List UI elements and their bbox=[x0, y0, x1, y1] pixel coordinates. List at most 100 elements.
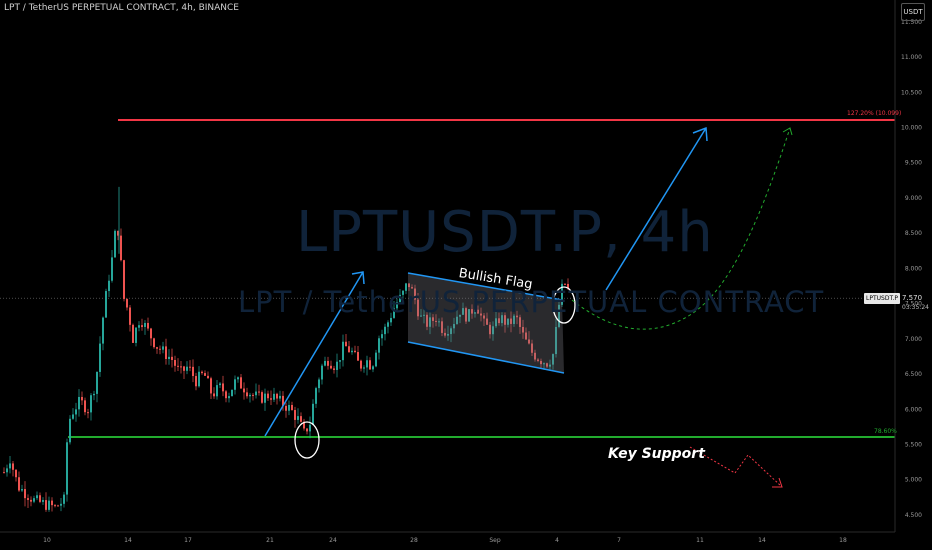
candle-body bbox=[249, 394, 251, 397]
candle-body bbox=[486, 318, 488, 325]
candle-body bbox=[339, 360, 341, 362]
candle-body bbox=[324, 360, 326, 366]
candle-body bbox=[429, 317, 431, 327]
candle-body bbox=[243, 388, 245, 393]
x-tick-label: 7 bbox=[617, 537, 621, 544]
y-tick-label: 4.500 bbox=[905, 512, 922, 519]
candle-body bbox=[537, 359, 539, 361]
fib-127-label: 127.20% (10.099) bbox=[847, 110, 902, 117]
candle-body bbox=[441, 321, 443, 333]
candle-body bbox=[120, 235, 122, 261]
candle-body bbox=[375, 352, 377, 367]
y-tick-label: 10.500 bbox=[901, 89, 922, 96]
drawings bbox=[264, 126, 793, 488]
candle-body bbox=[141, 325, 143, 327]
candle-body bbox=[342, 341, 344, 361]
candle-body bbox=[420, 315, 422, 317]
candle-body bbox=[39, 495, 41, 502]
candle-body bbox=[546, 363, 548, 367]
candle-body bbox=[33, 498, 35, 502]
candle-body bbox=[525, 332, 527, 340]
candle-body bbox=[516, 315, 518, 318]
candle-body bbox=[18, 477, 20, 491]
candle-body bbox=[69, 418, 71, 443]
candle-body bbox=[549, 364, 551, 367]
candle-body bbox=[402, 290, 404, 295]
candle-body bbox=[366, 360, 368, 368]
y-tick-label: 6.000 bbox=[905, 406, 922, 413]
candle-body bbox=[153, 338, 155, 348]
candle-body bbox=[99, 343, 101, 372]
candle-body bbox=[54, 505, 56, 507]
candle-body bbox=[111, 257, 113, 281]
candle-body bbox=[150, 328, 152, 339]
candle-body bbox=[114, 230, 116, 258]
candle-body bbox=[291, 404, 293, 411]
y-tick-label: 5.500 bbox=[905, 442, 922, 449]
candle-body bbox=[315, 388, 317, 404]
candle-body bbox=[558, 304, 560, 327]
candle-body bbox=[96, 371, 98, 394]
candle-body bbox=[522, 326, 524, 333]
candle-body bbox=[309, 424, 311, 432]
candle-body bbox=[3, 472, 5, 474]
candle-body bbox=[297, 416, 299, 420]
bearish-arrow-head bbox=[772, 477, 783, 488]
candle-body bbox=[411, 287, 413, 289]
candle-body bbox=[168, 356, 170, 359]
candle-body bbox=[78, 396, 80, 410]
candle-body bbox=[30, 499, 32, 502]
candle-body bbox=[555, 326, 557, 355]
y-tick-label: 9.500 bbox=[905, 160, 922, 167]
x-tick-label: 24 bbox=[329, 537, 337, 544]
candle-body bbox=[162, 346, 164, 350]
candle-body bbox=[108, 280, 110, 292]
y-tick-label: 11.500 bbox=[901, 19, 922, 26]
candle-body bbox=[177, 365, 179, 367]
candle-body bbox=[192, 366, 194, 377]
candle-body bbox=[300, 416, 302, 422]
candle-body bbox=[60, 503, 62, 506]
candle-body bbox=[165, 346, 167, 359]
candle-body bbox=[171, 356, 173, 360]
y-tick-label: 8.500 bbox=[905, 230, 922, 237]
candle-body bbox=[348, 346, 350, 353]
projection-arrow-head bbox=[782, 127, 793, 136]
y-tick-label: 6.500 bbox=[905, 371, 922, 378]
candle-body bbox=[189, 366, 191, 368]
currency-button[interactable]: USDT bbox=[901, 3, 925, 21]
y-tick-label: 7.500 bbox=[905, 301, 922, 308]
candle-body bbox=[204, 373, 206, 376]
watermark-symbol: LPTUSDT.P, 4h bbox=[296, 200, 714, 265]
candle-body bbox=[405, 283, 407, 291]
candle-body bbox=[288, 404, 290, 411]
candle-body bbox=[294, 410, 296, 420]
candle-body bbox=[246, 392, 248, 397]
breakout-circle bbox=[552, 286, 576, 324]
candle-body bbox=[279, 395, 281, 399]
candle-body bbox=[459, 314, 461, 317]
candle-body bbox=[267, 393, 269, 399]
candle-body bbox=[207, 375, 209, 379]
candle-body bbox=[318, 379, 320, 389]
candle-body bbox=[306, 428, 308, 432]
candle-body bbox=[102, 317, 104, 344]
candle-body bbox=[303, 421, 305, 429]
candle-body bbox=[399, 294, 401, 302]
candle-body bbox=[477, 309, 479, 314]
candle-body bbox=[354, 350, 356, 353]
candle-body bbox=[6, 468, 8, 473]
candle-body bbox=[225, 391, 227, 399]
pole-arrow-head bbox=[351, 271, 365, 285]
y-axis: 11.500 11.000 10.500 10.000 9.500 9.000 8.500 8… bbox=[894, 0, 922, 532]
candle-body bbox=[336, 361, 338, 370]
candle-body bbox=[552, 354, 554, 365]
candle-body bbox=[51, 500, 53, 506]
candle-body bbox=[561, 283, 563, 305]
x-tick-label: 14 bbox=[124, 537, 132, 544]
candle-body bbox=[147, 322, 149, 329]
candle-body bbox=[228, 396, 230, 399]
candle-body bbox=[492, 326, 494, 335]
candle-body bbox=[210, 378, 212, 394]
